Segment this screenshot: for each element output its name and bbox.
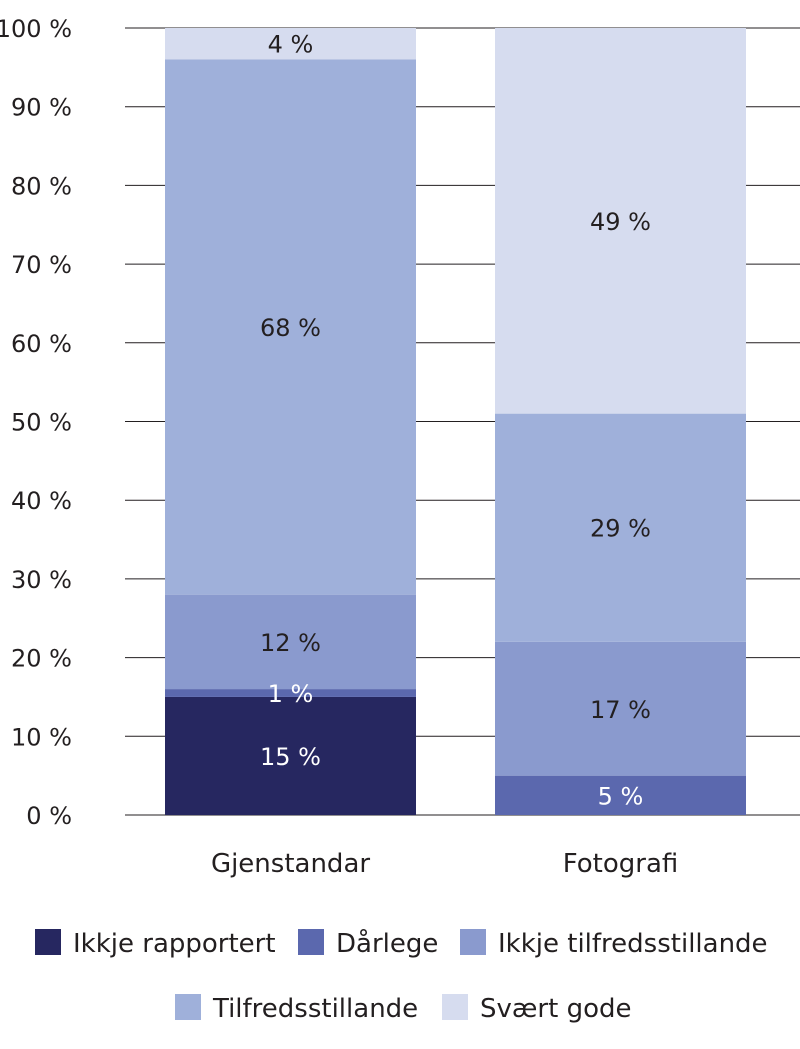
y-tick-label: 40 % xyxy=(11,487,72,515)
bar-segment xyxy=(495,413,746,642)
y-tick-label: 90 % xyxy=(11,94,72,122)
data-labels: 15 % 1 % 12 % 68 % 4 % 5 % 17 % 29 % 49 % xyxy=(260,31,651,811)
data-label: 12 % xyxy=(260,629,321,657)
data-label: 68 % xyxy=(260,314,321,342)
y-tick-label: 70 % xyxy=(11,251,72,279)
y-tick-label: 60 % xyxy=(11,330,72,358)
data-label: 15 % xyxy=(260,743,321,771)
bar-segment xyxy=(165,594,416,690)
y-tick-label: 10 % xyxy=(11,723,72,751)
legend-swatch xyxy=(35,929,61,955)
legend-label: Ikkje tilfredsstillande xyxy=(498,929,768,959)
y-tick-label: 80 % xyxy=(11,172,72,200)
data-label: 1 % xyxy=(268,680,314,708)
category-label: Gjenstandar xyxy=(211,849,370,879)
data-label: 29 % xyxy=(590,515,651,543)
legend-item: Ikkje rapportert xyxy=(35,929,276,959)
legend-item: Ikkje tilfredsstillande xyxy=(460,929,768,959)
y-tick-label: 20 % xyxy=(11,645,72,673)
legend-swatch xyxy=(442,994,468,1020)
legend-label: Dårlege xyxy=(336,928,438,959)
bar-segment xyxy=(495,28,746,414)
bar-segment xyxy=(495,775,746,815)
y-tick-label: 30 % xyxy=(11,566,72,594)
legend-item: Svært gode xyxy=(442,994,631,1024)
legend-label: Ikkje rapportert xyxy=(73,929,276,959)
y-tick-label: 50 % xyxy=(11,409,72,437)
bar-segment xyxy=(165,696,416,815)
bar-segment xyxy=(165,28,416,60)
data-label: 4 % xyxy=(268,31,314,59)
bar-segment xyxy=(165,689,416,697)
y-tick-label: 100 % xyxy=(0,15,72,43)
category-label: Fotografi xyxy=(563,849,679,879)
data-label: 49 % xyxy=(590,208,651,236)
legend-swatch xyxy=(298,929,324,955)
data-label: 17 % xyxy=(590,696,651,724)
legend-item: Dårlege xyxy=(298,928,438,959)
bar-segment xyxy=(165,59,416,595)
y-axis-ticks: 0 % 10 % 20 % 30 % 40 % 50 % 60 % 70 % 80 % 90 % 1… xyxy=(0,15,72,830)
legend-swatch xyxy=(460,929,486,955)
legend: Ikkje rapportert Dårlege Ikkje tilfredssti… xyxy=(35,928,768,1024)
legend-label: Tilfredsstillande xyxy=(212,994,418,1024)
legend-swatch xyxy=(175,994,201,1020)
legend-label: Svært gode xyxy=(480,994,631,1024)
x-axis-categories: Gjenstandar Fotografi xyxy=(211,849,678,879)
data-label: 5 % xyxy=(598,782,644,810)
y-tick-label: 0 % xyxy=(26,802,72,830)
bars xyxy=(165,28,746,815)
bar-segment xyxy=(495,641,746,776)
legend-item: Tilfredsstillande xyxy=(175,994,418,1024)
